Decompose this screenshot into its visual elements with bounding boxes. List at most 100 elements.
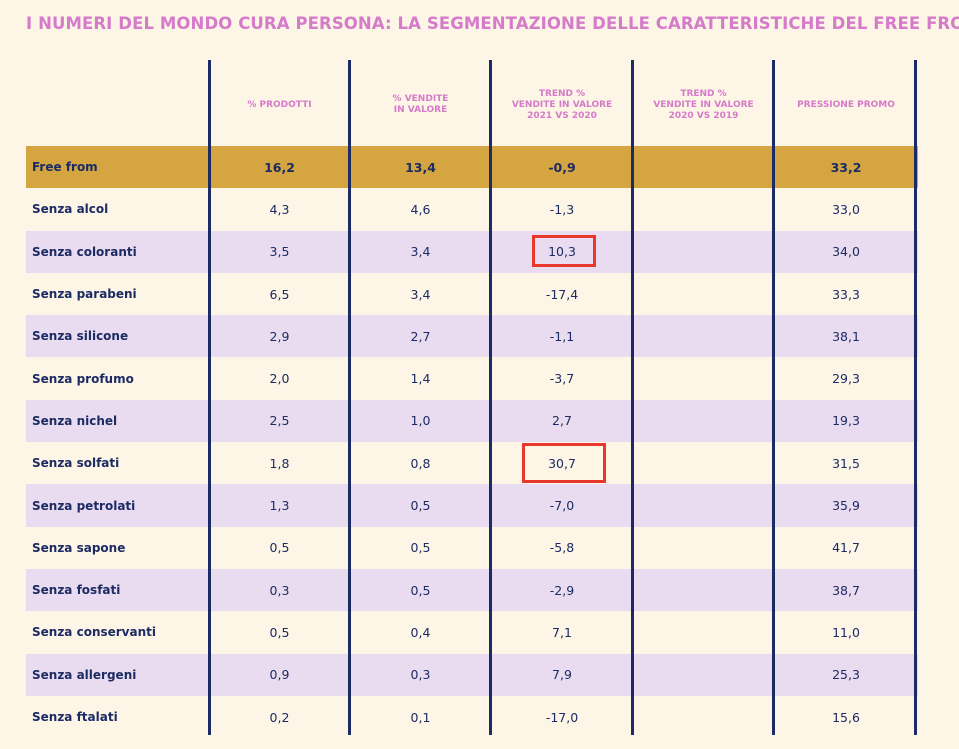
table-cell: 0,4	[410, 624, 431, 640]
column-header: TREND % VENDITE IN VALORE 2021 VS 2020	[511, 88, 613, 121]
table-cell: 38,7	[832, 582, 860, 598]
data-table: % PRODOTTI % VENDITE IN VALORE TREND % VEN…	[26, 0, 918, 749]
table-cell	[633, 400, 774, 442]
table-cell	[633, 569, 774, 611]
table-cell: 4,3	[269, 201, 290, 217]
table-cell	[633, 527, 774, 569]
row-label: Free from	[32, 160, 98, 175]
table-cell: 7,1	[552, 624, 572, 640]
table-cell: 2,7	[552, 413, 572, 429]
table-cell: 6,5	[269, 286, 290, 302]
row-band	[26, 569, 918, 612]
row-label: Senza solfati	[32, 456, 120, 471]
total-row-band	[26, 146, 918, 189]
column-divider	[208, 60, 211, 735]
table-cell: 35,9	[832, 498, 860, 514]
table-cell: 2,0	[269, 371, 290, 387]
table-cell: 11,0	[832, 624, 860, 640]
table-cell	[633, 611, 774, 653]
table-cell	[633, 442, 774, 484]
table-cell: -7,0	[549, 498, 575, 514]
table-cell: 3,4	[410, 286, 431, 302]
column-divider	[348, 60, 351, 735]
table-cell	[633, 146, 774, 188]
row-band	[26, 653, 918, 696]
table-cell: -1,3	[549, 201, 575, 217]
table-cell: 25,3	[832, 667, 860, 683]
row-label: Senza parabeni	[32, 287, 137, 302]
row-band	[26, 484, 918, 527]
table-cell: 3,4	[410, 244, 431, 260]
table-cell: 16,2	[264, 159, 295, 175]
table-cell: 0,5	[269, 624, 290, 640]
table-cell	[633, 696, 774, 738]
table-cell	[633, 315, 774, 357]
row-band	[26, 399, 918, 443]
column-divider	[489, 60, 492, 735]
table-cell: 1,0	[410, 413, 431, 429]
table-cell: 38,1	[832, 328, 860, 344]
table-cell: 41,7	[832, 540, 860, 556]
table-cell: 0,5	[269, 540, 290, 556]
row-label: Senza sapone	[32, 540, 126, 555]
table-cell: 0,5	[410, 498, 431, 514]
table-cell: 34,0	[832, 244, 860, 260]
table-cell: 1,4	[410, 371, 431, 387]
table-cell: 0,2	[269, 709, 290, 725]
row-band	[26, 230, 918, 273]
column-header: PRESSIONE PROMO	[797, 99, 895, 110]
row-label: Senza fosfati	[32, 583, 121, 598]
table-cell: 1,8	[269, 455, 290, 471]
table-cell	[633, 484, 774, 526]
table-cell	[633, 358, 774, 400]
table-cell: -17,0	[545, 709, 579, 725]
table-cell: -0,9	[548, 159, 576, 175]
table-cell: 0,9	[269, 667, 290, 683]
highlight-box	[522, 443, 606, 484]
table-cell: 30,7	[548, 455, 576, 471]
column-divider	[631, 60, 634, 735]
table-cell: -3,7	[549, 371, 575, 387]
table-cell: 2,7	[410, 328, 431, 344]
table-cell: 13,4	[405, 159, 436, 175]
row-label: Senza conservanti	[32, 625, 156, 640]
column-header: % VENDITE IN VALORE	[392, 94, 449, 115]
row-label: Senza nichel	[32, 413, 118, 428]
table-cell	[633, 188, 774, 230]
table-cell: 1,3	[269, 498, 290, 514]
table-cell: 7,9	[552, 667, 572, 683]
page-title: I NUMERI DEL MONDO CURA PERSONA: LA SEGM…	[26, 14, 959, 33]
table-cell: 2,5	[269, 413, 290, 429]
table-cell: 0,3	[410, 667, 431, 683]
table-cell: 15,6	[832, 709, 860, 725]
table-cell: 4,6	[410, 201, 431, 217]
table-cell: 0,5	[410, 540, 431, 556]
table-cell: 0,8	[410, 455, 431, 471]
table-cell: -5,8	[549, 540, 575, 556]
row-label: Senza petrolati	[32, 498, 136, 513]
table-cell	[633, 654, 774, 696]
table-cell: 33,2	[830, 159, 862, 175]
row-label: Senza ftalati	[32, 710, 118, 725]
table-cell: 10,3	[548, 244, 576, 260]
row-label: Senza allergeni	[32, 667, 137, 682]
column-header: TREND % VENDITE IN VALORE 2020 VS 2019	[653, 88, 754, 121]
table-cell: 31,5	[832, 455, 860, 471]
table-cell	[633, 273, 774, 315]
row-band	[26, 315, 918, 358]
row-label: Senza silicone	[32, 329, 129, 344]
table-cell: -1,1	[549, 328, 575, 344]
row-label: Senza coloranti	[32, 244, 137, 259]
table-cell: -17,4	[545, 286, 579, 302]
row-label: Senza alcol	[32, 202, 109, 217]
column-divider	[772, 60, 775, 735]
table-cell: 0,5	[410, 582, 431, 598]
column-divider	[914, 60, 917, 735]
table-cell: 19,3	[832, 413, 860, 429]
table-cell: 33,0	[832, 201, 860, 217]
highlight-box	[532, 235, 596, 268]
column-header: % PRODOTTI	[247, 99, 312, 110]
table-cell: 3,5	[269, 244, 290, 260]
row-label: Senza profumo	[32, 371, 134, 386]
table-cell: 2,9	[269, 328, 290, 344]
